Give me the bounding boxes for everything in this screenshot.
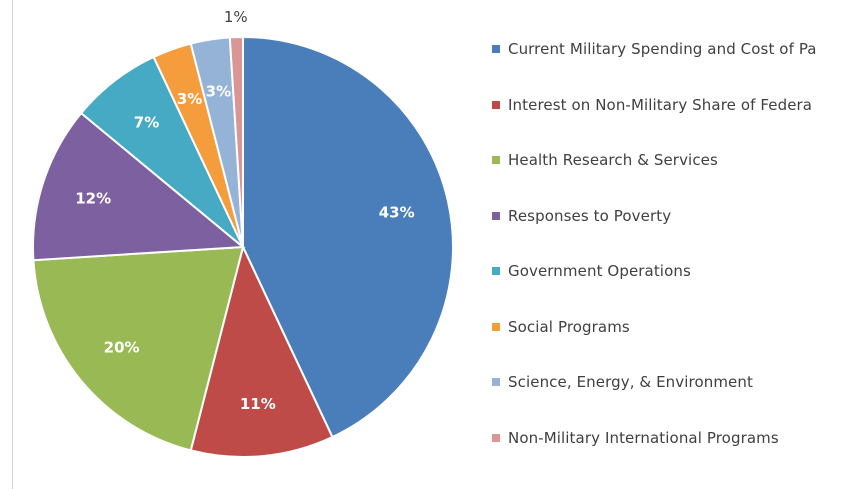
legend-swatch-4 <box>492 267 500 275</box>
data-label-6: 3% <box>206 82 231 100</box>
legend-label-5: Social Programs <box>508 317 630 336</box>
legend-item-4: Government Operations <box>492 260 691 282</box>
data-label-1: 11% <box>240 395 276 413</box>
legend-label-3: Responses to Poverty <box>508 206 672 225</box>
legend-label-7: Non-Military International Programs <box>508 428 779 447</box>
legend-label-2: Health Research & Services <box>508 151 718 169</box>
legend-item-7: Non-Military International Programs <box>492 427 779 449</box>
legend-item-1: Interest on Non-Military Share of Federa <box>492 94 812 116</box>
data-label-7: 1% <box>224 8 248 26</box>
data-label-3: 12% <box>75 189 111 207</box>
data-label-4: 7% <box>134 114 159 132</box>
data-label-5: 3% <box>177 90 202 108</box>
legend-swatch-2 <box>492 156 500 164</box>
pie-slice-2 <box>32 245 245 452</box>
legend: Current Military Spending and Cost of Pa… <box>492 38 846 458</box>
data-label-2: 20% <box>104 338 140 356</box>
legend-swatch-1 <box>492 100 500 109</box>
legend-item-6: Science, Energy, & Environment <box>492 371 753 393</box>
legend-item-3: Responses to Poverty <box>492 205 671 227</box>
legend-label-4: Government Operations <box>508 262 691 280</box>
legend-item-0: Current Military Spending and Cost of Pa <box>492 38 817 60</box>
left-border <box>12 0 13 489</box>
pie-slice-1 <box>189 244 334 458</box>
legend-item-5: Social Programs <box>492 316 630 338</box>
legend-swatch-7 <box>492 433 500 442</box>
pie-slice-0 <box>242 35 454 439</box>
legend-swatch-6 <box>492 378 500 386</box>
data-label-0: 43% <box>379 204 415 222</box>
legend-swatch-5 <box>492 322 500 331</box>
legend-item-2: Health Research & Services <box>492 149 718 171</box>
pie-slice-3 <box>32 111 246 262</box>
pie-slice-7 <box>228 35 244 248</box>
legend-label-1: Interest on Non-Military Share of Federa <box>508 95 813 114</box>
legend-label-6: Science, Energy, & Environment <box>508 373 753 391</box>
legend-label-0: Current Military Spending and Cost of Pa <box>508 40 817 58</box>
legend-swatch-3 <box>492 211 500 220</box>
legend-swatch-0 <box>492 45 500 53</box>
